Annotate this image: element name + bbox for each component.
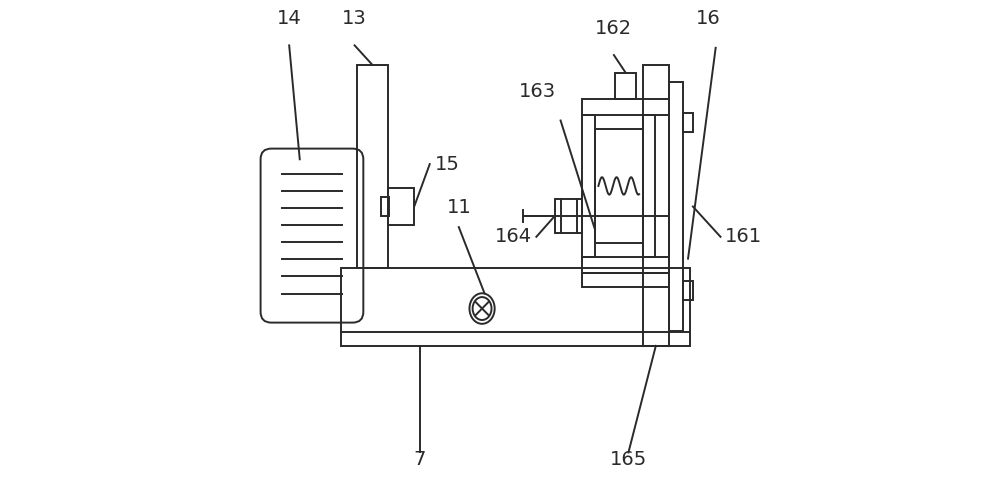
Text: 13: 13 (342, 9, 367, 29)
Text: 163: 163 (519, 82, 556, 101)
Text: 15: 15 (435, 155, 459, 174)
Bar (683, 113, 693, 132)
Text: 7: 7 (414, 451, 426, 469)
Bar (582, 115, 595, 257)
Text: 11: 11 (446, 198, 471, 217)
Text: 161: 161 (725, 227, 762, 246)
Bar (582, 273, 669, 287)
Text: 165: 165 (610, 451, 647, 469)
Bar (683, 282, 693, 300)
Bar (582, 99, 669, 115)
Bar (595, 129, 643, 243)
Text: 164: 164 (494, 227, 532, 246)
Bar (669, 82, 683, 331)
Text: 14: 14 (277, 9, 302, 29)
Bar (643, 115, 655, 257)
Bar (643, 65, 669, 346)
Bar (388, 188, 414, 225)
Bar (381, 197, 389, 216)
Bar (615, 72, 636, 99)
Text: 16: 16 (696, 9, 721, 29)
Bar (357, 65, 388, 268)
Text: 162: 162 (595, 19, 632, 38)
Bar (555, 199, 582, 233)
Bar (341, 268, 690, 346)
Bar (582, 257, 669, 273)
